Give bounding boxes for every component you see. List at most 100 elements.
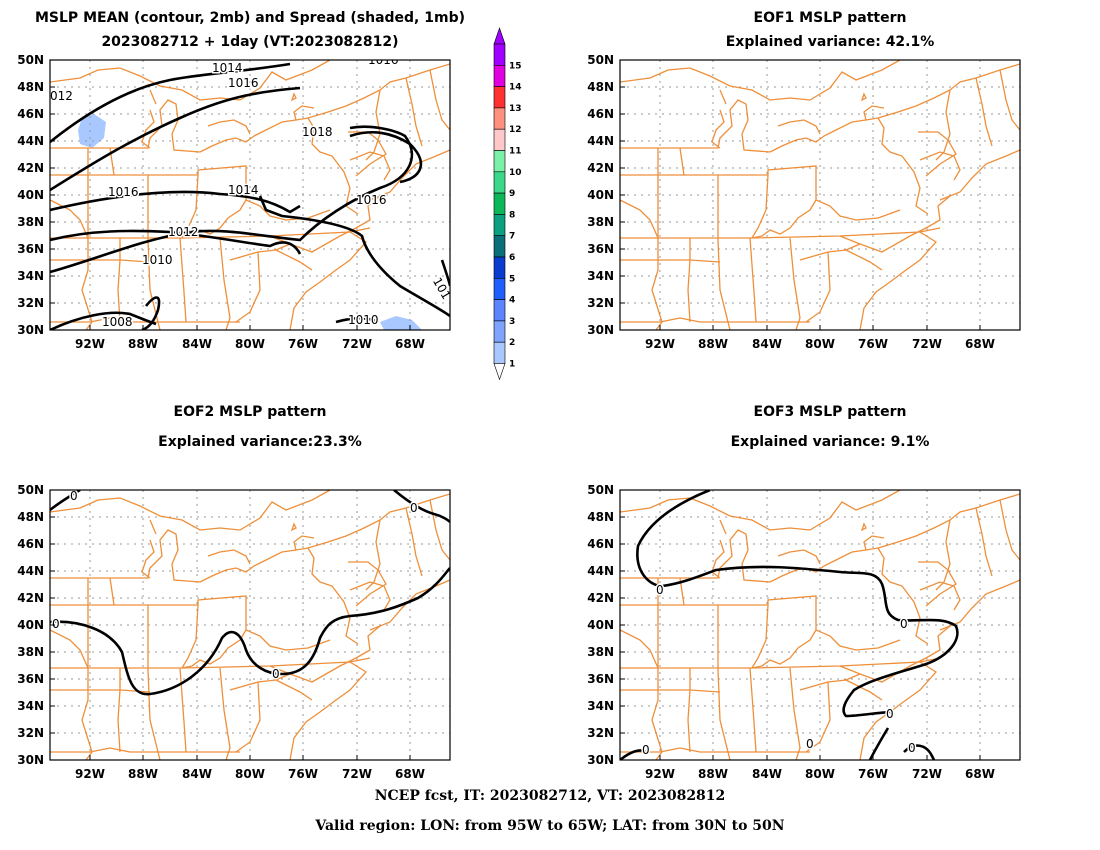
lon-tick-label: 84W [182, 337, 212, 351]
lon-tick-label: 76W [288, 767, 318, 781]
lon-tick-label: 92W [645, 767, 675, 781]
lat-tick-label: 34N [587, 269, 614, 283]
colorbar-label: 10 [509, 168, 522, 178]
lon-tick-label: 76W [858, 767, 888, 781]
lat-tick-label: 30N [587, 753, 614, 767]
panel-mslp-mean: 1014 1016 012 1018 1016 1014 1016 1012 1… [49, 59, 451, 331]
lat-tick-label: 30N [587, 323, 614, 337]
panel1-title-line2: 2023082712 + 1day (VT:2023082812) [101, 34, 399, 50]
colorbar-label: 2 [509, 338, 515, 348]
panel1-title-line1: MSLP MEAN (contour, 2mb) and Spread (sha… [35, 10, 465, 26]
colorbar-swatch [493, 277, 506, 300]
lat-tick-label: 50N [587, 483, 614, 497]
lon-tick-label: 80W [805, 767, 835, 781]
lon-tick-label: 88W [698, 337, 728, 351]
svg-text:1016: 1016 [228, 76, 259, 90]
panel2-title-line1: EOF1 MSLP pattern [753, 10, 907, 26]
colorbar-swatch [493, 320, 506, 343]
svg-text:0: 0 [70, 489, 78, 503]
lat-tick-label: 36N [17, 242, 44, 256]
lat-tick-label: 48N [17, 510, 44, 524]
colorbar-swatch [493, 192, 506, 215]
lat-tick-label: 44N [17, 564, 44, 578]
lat-tick-label: 42N [587, 591, 614, 605]
lat-tick-label: 32N [17, 726, 44, 740]
colorbar-label: 4 [509, 296, 515, 306]
colorbar-label: 1 [509, 360, 515, 370]
lon-tick-label: 92W [75, 337, 105, 351]
lat-tick-label: 46N [17, 537, 44, 551]
panel4-title-line2: Explained variance: 9.1% [730, 434, 930, 450]
colorbar-label: 3 [509, 317, 515, 327]
lat-tick-label: 42N [17, 161, 44, 175]
lat-tick-label: 50N [17, 53, 44, 67]
svg-text:1018: 1018 [302, 125, 333, 139]
lat-tick-label: 44N [17, 134, 44, 148]
lon-tick-label: 80W [235, 337, 265, 351]
lon-tick-label: 80W [235, 767, 265, 781]
lat-tick-label: 36N [587, 242, 614, 256]
contour-labels: 0 0 0 0 [51, 489, 420, 683]
lon-tick-label: 76W [858, 337, 888, 351]
axis-tick-labels: 50N 48N 46N 44N 42N 40N 38N 36N 34N 32N 30N 92W 88W 8… [17, 53, 995, 781]
lat-tick-label: 38N [587, 215, 614, 229]
lat-tick-label: 32N [587, 726, 614, 740]
grid-lines [620, 490, 1020, 760]
lon-tick-label: 88W [128, 337, 158, 351]
svg-text:1008: 1008 [102, 315, 133, 329]
colorbar-label: 15 [509, 61, 522, 71]
lon-tick-label: 68W [965, 767, 995, 781]
lat-tick-label: 38N [17, 645, 44, 659]
mslp-contours [50, 62, 450, 330]
colorbar-swatch [493, 86, 506, 109]
svg-text:1010: 1010 [142, 253, 173, 267]
lon-tick-label: 68W [395, 767, 425, 781]
spread-shade [380, 316, 422, 330]
svg-text:0: 0 [806, 737, 814, 751]
lon-tick-label: 72W [342, 767, 372, 781]
contour-labels: 0 0 0 0 0 0 [641, 582, 918, 759]
spread-shade [78, 114, 106, 148]
lon-tick-label: 92W [645, 337, 675, 351]
lon-tick-label: 72W [912, 337, 942, 351]
colorbar-swatch [493, 128, 506, 151]
lat-tick-label: 42N [17, 591, 44, 605]
svg-text:1012: 1012 [168, 225, 199, 239]
lon-tick-label: 68W [965, 337, 995, 351]
lon-tick-label: 88W [698, 767, 728, 781]
lon-tick-label: 72W [912, 767, 942, 781]
svg-text:1014: 1014 [212, 61, 243, 75]
lat-tick-label: 46N [17, 107, 44, 121]
colorbar-label: 6 [509, 253, 515, 263]
lat-tick-label: 34N [17, 269, 44, 283]
panel2-title-line2: Explained variance: 42.1% [725, 34, 935, 50]
lon-tick-label: 76W [288, 337, 318, 351]
lat-tick-label: 50N [587, 53, 614, 67]
lat-tick-label: 36N [17, 672, 44, 686]
panel-eof1 [619, 59, 1021, 331]
lat-tick-label: 32N [17, 296, 44, 310]
svg-text:1010: 1010 [348, 313, 379, 327]
lat-tick-label: 30N [17, 323, 44, 337]
lat-tick-label: 48N [17, 80, 44, 94]
panel-eof2: 0 0 0 0 [49, 489, 451, 761]
lat-tick-label: 32N [587, 296, 614, 310]
svg-text:0: 0 [642, 743, 650, 757]
footer-line1: NCEP fcst, IT: 2023082712, VT: 202308281… [374, 788, 726, 804]
colorbar-top-arrow [493, 27, 506, 45]
colorbar-label: 5 [509, 274, 515, 284]
svg-text:1014: 1014 [228, 183, 259, 197]
svg-text:0: 0 [908, 741, 916, 755]
lon-tick-label: 68W [395, 337, 425, 351]
colorbar-swatch [493, 256, 506, 279]
colorbar-label: 13 [509, 104, 522, 114]
svg-text:1016: 1016 [356, 193, 387, 207]
svg-text:0: 0 [656, 583, 664, 597]
grid-lines [620, 60, 1020, 330]
colorbar-label: 9 [509, 189, 515, 199]
svg-text:0: 0 [272, 667, 280, 681]
lat-tick-label: 34N [17, 699, 44, 713]
lat-tick-label: 42N [587, 161, 614, 175]
panel-eof3: 0 0 0 0 0 0 [619, 489, 1021, 761]
